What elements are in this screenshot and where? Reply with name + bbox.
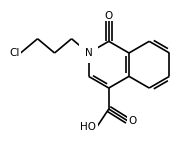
Text: HO: HO — [80, 122, 96, 132]
Text: N: N — [85, 48, 92, 58]
Text: O: O — [105, 11, 113, 21]
Text: Cl: Cl — [9, 48, 19, 58]
Text: O: O — [129, 116, 137, 126]
